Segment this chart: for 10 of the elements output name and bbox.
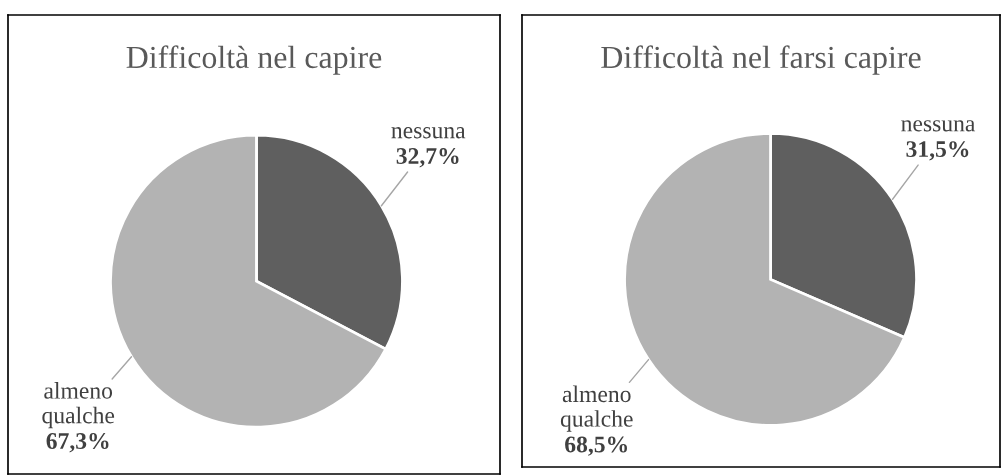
chart-title: Difficoltà nel farsi capire <box>601 45 921 75</box>
data-label: 68,5% <box>565 436 627 456</box>
data-label: 31,5% <box>906 141 969 161</box>
slice-label: almeno qualche <box>560 385 633 432</box>
slice-label: almeno qualche <box>42 382 115 429</box>
slice-label: nessuna <box>391 127 466 139</box>
data-label: 67,3% <box>46 433 109 453</box>
slice-label: nessuna <box>901 120 976 132</box>
data-label: 32,7% <box>396 148 459 168</box>
chart-title: Difficoltà nel capire <box>126 45 382 75</box>
